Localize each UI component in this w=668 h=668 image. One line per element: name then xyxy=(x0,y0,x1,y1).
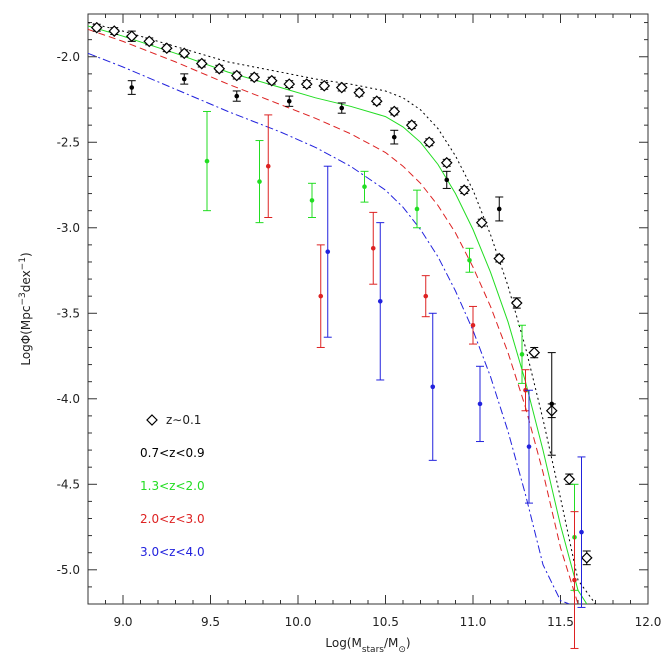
y-tick-label: -2.0 xyxy=(57,50,80,64)
y-tick-label: -5.0 xyxy=(57,563,80,577)
y-tick-label: -3.0 xyxy=(57,221,80,235)
data-point-diamond xyxy=(265,74,278,87)
x-tick-label: 12.0 xyxy=(635,615,662,629)
series-group xyxy=(127,73,556,456)
data-point xyxy=(204,158,210,164)
data-point xyxy=(257,179,262,184)
data-point xyxy=(309,198,315,203)
x-tick-label: 9.0 xyxy=(113,615,132,629)
data-point xyxy=(370,245,376,251)
legend-label: 0.7<z<0.9 xyxy=(140,446,205,460)
data-point-diamond xyxy=(300,78,313,90)
data-point xyxy=(496,206,502,212)
series-group xyxy=(90,21,593,566)
axis-ticks: 9.0 9.5 10.0 10.5 11.0 11.5 12.0 -2.0 -2.5 -3.0 -3… xyxy=(57,14,662,629)
data-point xyxy=(318,293,324,299)
data-point-diamond xyxy=(178,47,191,60)
data-point xyxy=(377,299,383,304)
legend-marker-diamond xyxy=(146,414,158,426)
data-point xyxy=(444,177,450,183)
data-point-diamond xyxy=(335,81,348,94)
data-point-diamond xyxy=(510,297,523,309)
data-point xyxy=(234,93,240,99)
x-tick-label: 9.5 xyxy=(201,615,220,629)
data-points xyxy=(90,21,593,649)
data-point-diamond xyxy=(580,551,593,564)
data-point-diamond xyxy=(160,42,173,55)
data-point-diamond xyxy=(563,473,576,486)
data-point-diamond xyxy=(213,62,226,75)
data-point xyxy=(467,257,472,263)
x-tick-label: 10.5 xyxy=(372,615,399,629)
data-point-diamond xyxy=(528,346,541,359)
x-tick-label: 11.5 xyxy=(547,615,574,629)
data-point xyxy=(265,163,271,169)
x-tick-label: 10.0 xyxy=(285,615,312,629)
data-point-diamond xyxy=(108,25,121,37)
y-tick-label: -3.5 xyxy=(57,306,80,320)
data-point-diamond xyxy=(405,119,418,132)
legend-label: 1.3<z<2.0 xyxy=(140,479,205,493)
data-point xyxy=(477,401,483,407)
data-point xyxy=(391,134,397,140)
data-point-diamond xyxy=(90,21,103,34)
data-point-diamond xyxy=(370,95,383,108)
y-axis-label: LogΦ(Mpc−3dex−1) xyxy=(18,252,33,365)
data-point xyxy=(181,76,187,82)
data-point-diamond xyxy=(440,156,453,169)
data-point-diamond xyxy=(475,216,488,229)
y-tick-label: -2.5 xyxy=(57,135,80,149)
data-point-diamond xyxy=(493,252,506,265)
data-point xyxy=(423,293,429,299)
x-axis-label: Log(Mstars/M⊙) xyxy=(325,636,410,655)
data-point xyxy=(362,184,367,190)
series-group xyxy=(264,114,579,649)
series-group xyxy=(203,110,579,591)
data-point xyxy=(519,352,525,357)
legend: z∼0.1 0.7<z<0.9 1.3<z<2.0 2.0<z<3.0 3.0<z<4.… xyxy=(140,413,205,559)
series-group xyxy=(323,165,586,608)
data-point-diamond xyxy=(423,136,436,149)
y-tick-label: -4.5 xyxy=(57,477,80,491)
data-point-diamond xyxy=(458,184,471,196)
y-tick-label: -4.0 xyxy=(57,392,80,406)
legend-label: 3.0<z<4.0 xyxy=(140,545,205,559)
legend-label: 2.0<z<3.0 xyxy=(140,512,205,526)
data-point-diamond xyxy=(353,86,366,99)
data-point-diamond xyxy=(143,35,156,48)
data-point-diamond xyxy=(318,79,331,92)
data-point xyxy=(549,401,555,407)
data-point xyxy=(470,322,476,328)
data-point-diamond xyxy=(388,105,401,118)
legend-label: z∼0.1 xyxy=(166,413,201,427)
data-point xyxy=(579,529,584,535)
data-point xyxy=(430,384,436,390)
data-point-diamond xyxy=(248,71,261,84)
data-point xyxy=(414,206,420,212)
x-tick-label: 11.0 xyxy=(460,615,487,629)
data-point-diamond xyxy=(283,78,296,90)
model-curve xyxy=(88,52,570,604)
data-point xyxy=(286,98,292,104)
data-point-diamond xyxy=(230,69,243,82)
data-point xyxy=(339,105,345,111)
data-point-diamond xyxy=(195,57,208,70)
data-point xyxy=(129,85,135,90)
data-point xyxy=(526,444,532,449)
data-point-diamond xyxy=(125,30,138,43)
data-point xyxy=(325,249,331,255)
data-point xyxy=(572,577,577,583)
